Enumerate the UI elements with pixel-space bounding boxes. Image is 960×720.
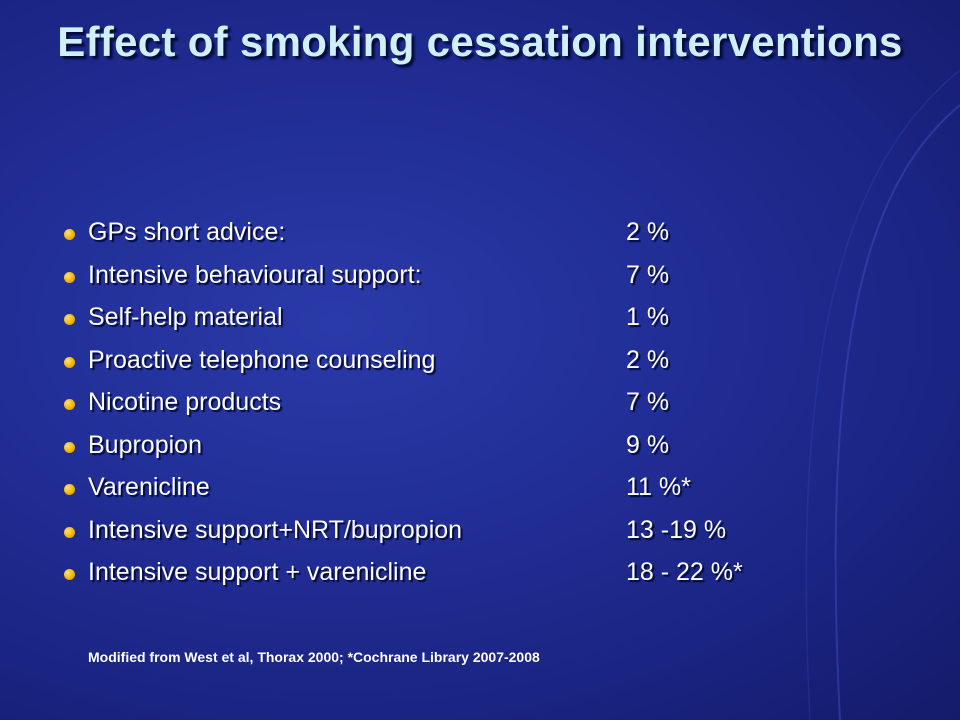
- intervention-value: 13 -19 %: [626, 515, 727, 544]
- list-item: Intensive behavioural support: 7 %: [64, 261, 884, 304]
- intervention-value: 1 %: [626, 303, 670, 331]
- intervention-value: 2 %: [626, 345, 670, 374]
- list-item: Nicotine products 7 %: [64, 388, 884, 431]
- list-item: GPs short advice: 2 %: [64, 218, 884, 261]
- intervention-label: Proactive telephone counseling: [88, 345, 436, 374]
- bullet-dot-icon: [64, 484, 75, 495]
- bullet-dot-icon: [64, 399, 75, 410]
- intervention-label: Self-help material: [88, 303, 283, 331]
- list-item: Self-help material 1 %: [64, 303, 884, 346]
- intervention-value: 7 %: [626, 260, 670, 289]
- intervention-label: Varenicline: [88, 473, 210, 501]
- intervention-label: GPs short advice:: [88, 218, 286, 246]
- intervention-label: Intensive support+NRT/bupropion: [88, 515, 463, 544]
- slide-title: Effect of smoking cessation intervention…: [57, 18, 903, 65]
- intervention-label: Bupropion: [88, 430, 202, 459]
- intervention-value: 7 %: [626, 388, 670, 416]
- intervention-label: Intensive behavioural support:: [88, 260, 422, 289]
- list-item: Proactive telephone counseling 2 %: [64, 346, 884, 389]
- list-item: Bupropion 9 %: [64, 431, 884, 474]
- list-item: Intensive support+NRT/bupropion 13 -19 %: [64, 516, 884, 559]
- bullet-dot-icon: [64, 314, 75, 325]
- intervention-label: Nicotine products: [88, 388, 282, 416]
- intervention-value: 2 %: [626, 218, 670, 246]
- bullet-dot-icon: [64, 526, 75, 538]
- list-item: Intensive support + varenicline 18 - 22 …: [64, 558, 884, 601]
- bullet-dot-icon: [64, 441, 75, 453]
- source-footnote: Modified from West et al, Thorax 2000; *…: [88, 649, 540, 665]
- bullet-dot-icon: [64, 569, 75, 580]
- list-item: Varenicline 11 %*: [64, 473, 884, 516]
- bullet-dot-icon: [64, 229, 75, 240]
- intervention-value: 9 %: [626, 430, 670, 459]
- intervention-value: 18 - 22 %*: [626, 558, 743, 586]
- intervention-value: 11 %*: [626, 473, 691, 501]
- bullet-dot-icon: [64, 356, 75, 368]
- intervention-list: GPs short advice: 2 % Intensive behaviou…: [64, 218, 884, 601]
- intervention-label: Intensive support + varenicline: [88, 558, 427, 586]
- bullet-dot-icon: [64, 271, 75, 283]
